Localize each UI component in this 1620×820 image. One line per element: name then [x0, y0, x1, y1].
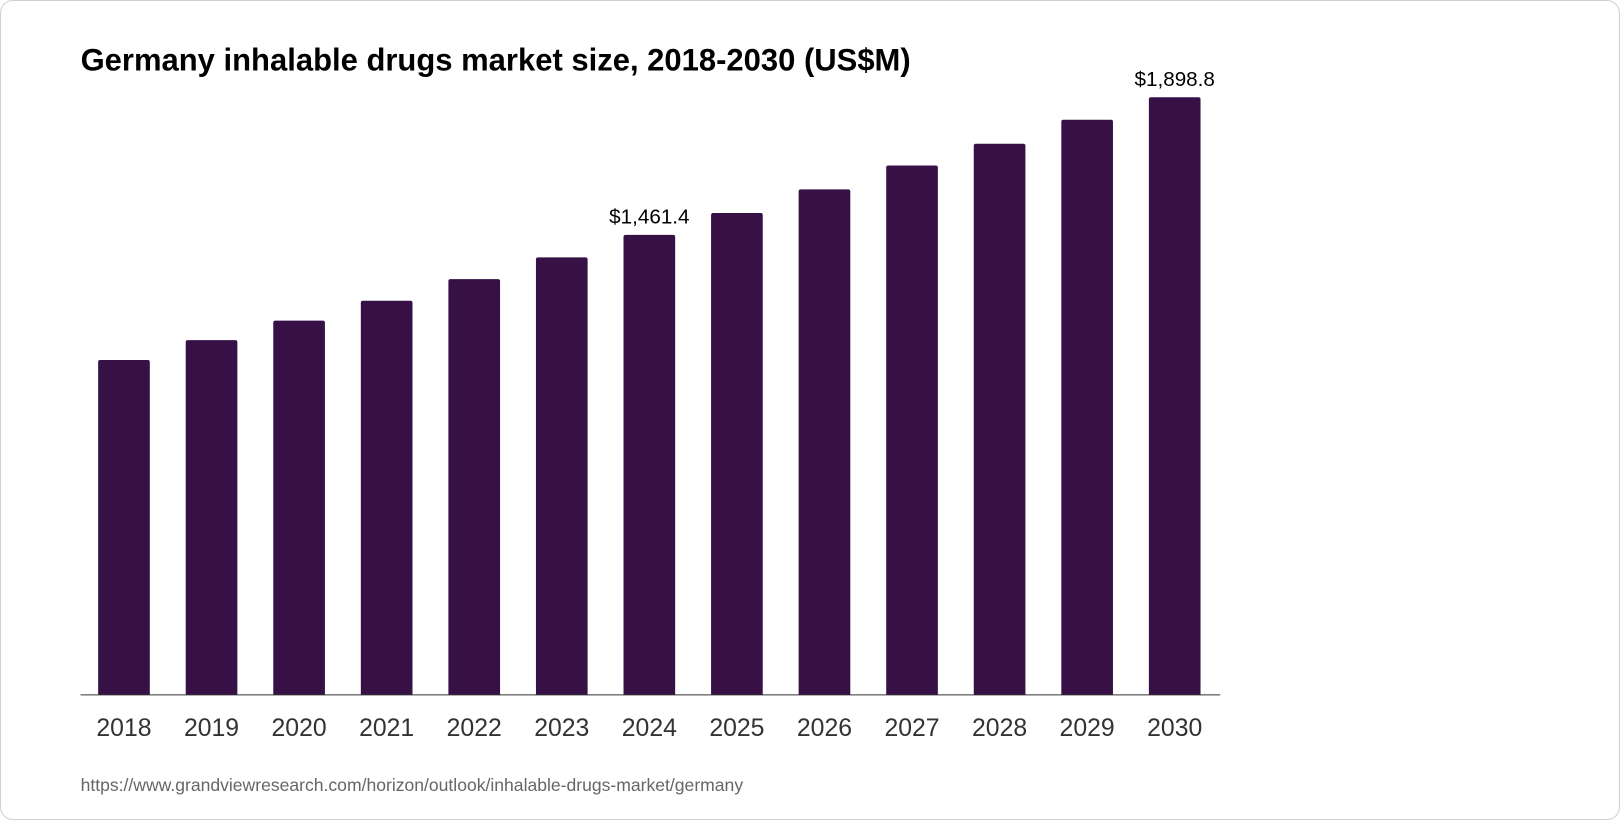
- bar-2029: [1061, 119, 1113, 695]
- x-tick-label: 2020: [272, 715, 327, 742]
- data-label: $1,898.8: [1135, 68, 1215, 91]
- x-tick-label: 2019: [184, 715, 239, 742]
- bar-2022: [448, 279, 501, 695]
- x-tick-label: 2027: [884, 715, 939, 742]
- x-tick-label: 2024: [622, 715, 677, 742]
- x-tick-label: 2029: [1060, 715, 1115, 742]
- x-tick-label: 2018: [96, 715, 151, 742]
- bar-2018: [98, 359, 150, 695]
- x-tick-label: 2021: [359, 715, 414, 742]
- bar-2021: [360, 300, 413, 695]
- x-tick-label: 2022: [447, 715, 502, 742]
- bar-2020: [273, 320, 325, 695]
- x-tick-label: 2028: [972, 715, 1027, 742]
- chart-title: Germany inhalable drugs market size, 201…: [81, 42, 911, 77]
- bar-2019: [185, 340, 238, 695]
- x-tick-label: 2030: [1147, 715, 1202, 742]
- x-tick-label: 2026: [797, 715, 852, 742]
- x-tick-label: 2023: [534, 715, 589, 742]
- bar-2023: [535, 257, 588, 695]
- bar-2027: [886, 165, 938, 695]
- x-tick-label: 2025: [709, 715, 764, 742]
- source-url[interactable]: https://www.grandviewresearch.com/horizo…: [81, 775, 744, 795]
- bar-2026: [798, 189, 851, 695]
- bar-2025: [711, 212, 763, 695]
- bar-2024: [623, 234, 676, 695]
- data-label: $1,461.4: [609, 205, 689, 228]
- bar-2030: [1148, 97, 1201, 695]
- bar-2028: [973, 143, 1026, 695]
